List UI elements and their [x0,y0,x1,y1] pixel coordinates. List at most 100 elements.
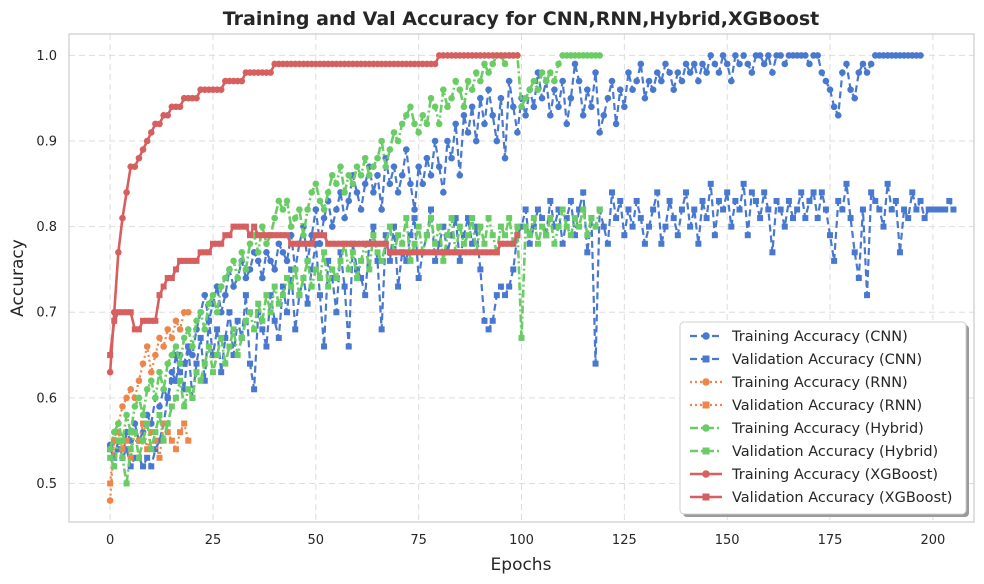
data-point [275,240,283,248]
data-point [312,240,319,247]
data-point [197,249,204,256]
data-point [715,197,722,204]
data-point [341,283,348,290]
data-point [263,240,270,248]
data-point [464,129,472,136]
data-point [736,206,743,213]
data-point [275,300,282,307]
data-point [123,189,130,196]
data-point [411,240,418,247]
data-point [625,69,632,76]
data-point [950,206,957,213]
data-point [785,197,792,204]
data-point [867,60,875,68]
data-point [144,420,151,427]
series-2 [106,308,192,504]
data-point [419,112,427,119]
data-point [156,454,163,461]
data-point [616,86,624,93]
data-point [398,171,406,179]
data-point [724,189,731,196]
data-point [390,163,398,171]
data-point [604,94,612,102]
data-point [374,240,381,247]
data-point [382,232,389,239]
data-point [275,197,283,205]
data-point [727,77,735,85]
data-point [847,215,854,222]
data-point [633,77,640,85]
data-point [189,343,196,350]
data-point [851,94,859,102]
data-point [378,206,385,213]
data-point [234,352,241,359]
data-point [514,52,521,59]
data-point [135,394,143,402]
data-point [744,60,752,68]
legend-swatch-marker [702,401,710,409]
data-point [465,249,472,256]
data-point [152,429,159,436]
data-point [321,232,328,239]
data-point [448,215,455,222]
y-tick-label: 0.5 [36,477,57,492]
data-point [444,232,451,239]
data-point [621,232,628,239]
data-point [164,275,171,281]
data-point [543,232,550,239]
data-point [143,137,151,145]
data-point [678,77,686,85]
data-point [181,403,188,410]
data-point [300,240,307,247]
data-point [592,69,599,76]
data-point [164,326,172,333]
data-point [411,120,418,128]
data-point [328,171,336,179]
data-point [304,300,311,307]
data-point [855,275,862,281]
data-point [189,257,196,264]
data-point [489,317,496,324]
data-point [477,249,484,256]
data-point [938,206,945,213]
data-point [522,94,529,102]
data-point [247,309,253,316]
data-point [181,420,188,427]
data-point [127,446,134,453]
data-point [456,257,463,264]
data-point [419,249,426,256]
data-point [555,206,562,213]
legend-swatch-marker [702,355,710,363]
data-point [427,94,435,102]
data-point [530,103,538,111]
data-point [217,86,225,93]
data-point [172,317,180,325]
data-point [259,274,266,282]
data-point [193,94,200,102]
data-point [452,215,459,222]
data-point [872,197,879,204]
legend-label: Training Accuracy (CNN) [731,329,908,345]
data-point [271,266,278,273]
data-point [456,171,464,179]
data-point [185,437,192,444]
data-point [139,360,147,367]
data-point [707,52,715,59]
data-point [193,369,200,376]
data-point [683,189,690,196]
data-point [218,240,225,247]
data-point [481,60,488,68]
data-point [526,232,533,239]
series-7 [107,223,521,359]
data-point [576,206,583,213]
data-point [135,154,143,162]
data-point [514,232,521,239]
data-point [242,223,249,230]
data-point [497,240,504,247]
data-point [913,206,920,213]
data-point [641,94,649,102]
data-point [473,249,480,256]
data-point [263,343,270,350]
data-point [358,240,365,247]
data-point [147,368,155,376]
